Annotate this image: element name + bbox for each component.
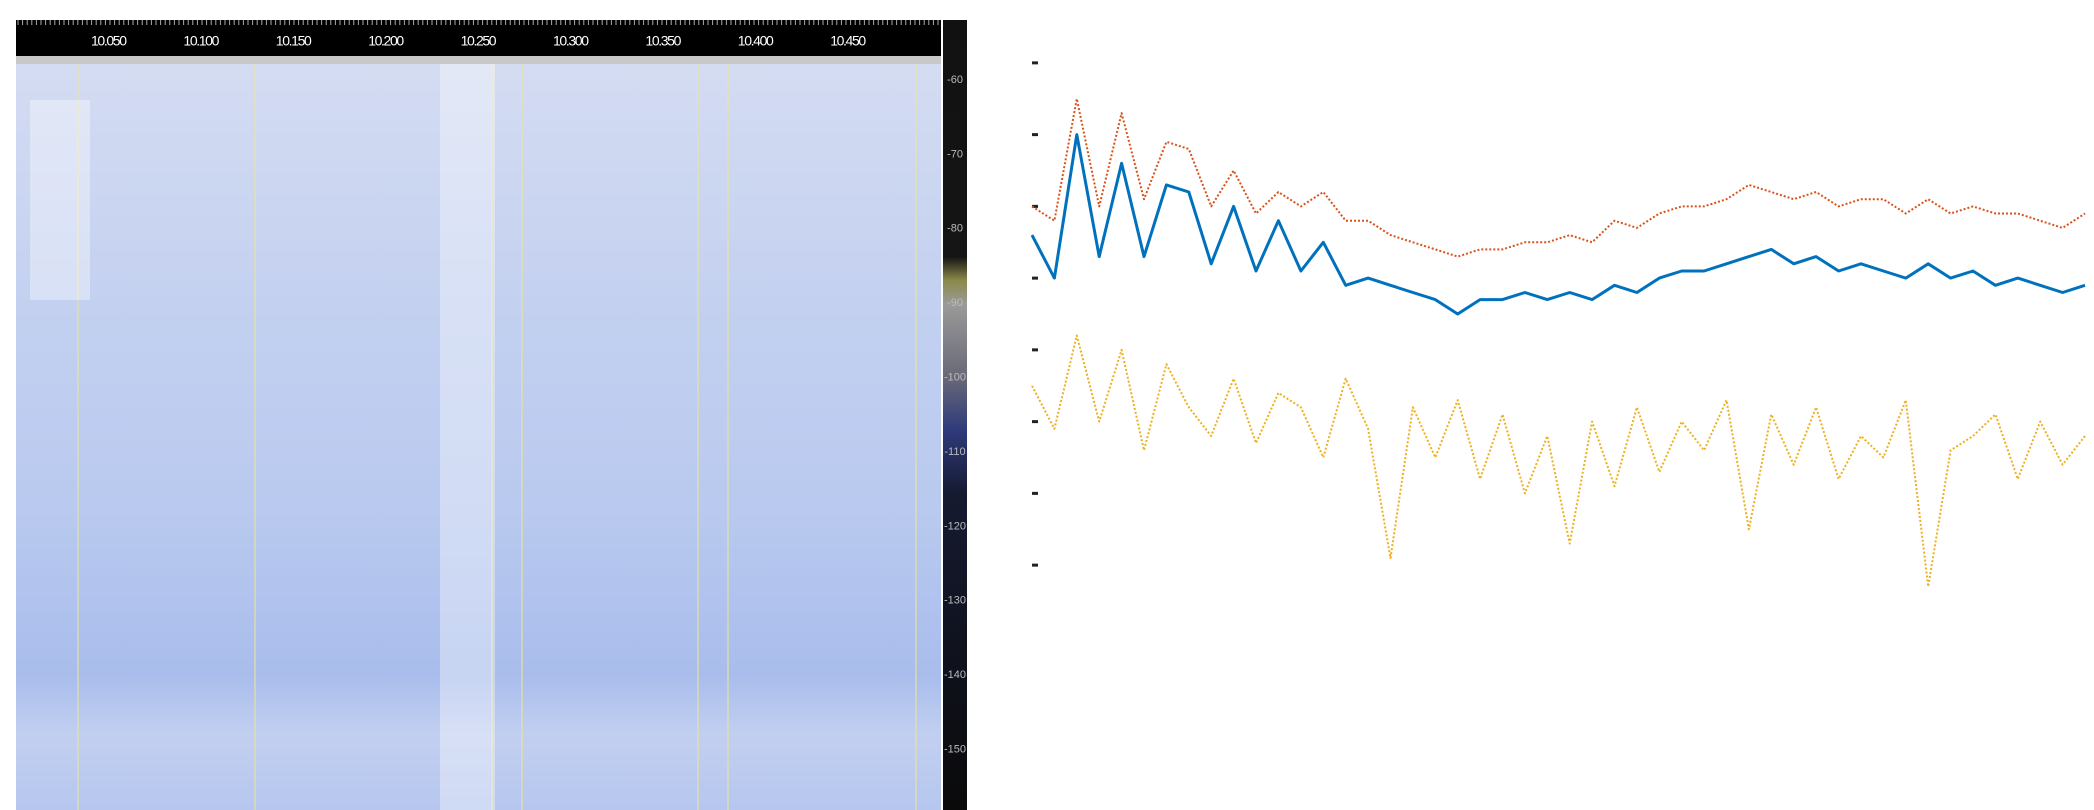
db-label: -130 <box>944 595 966 607</box>
frequency-label: 10.050 <box>91 33 127 49</box>
frequency-label: 10.450 <box>830 33 866 49</box>
scroll-strip <box>16 56 941 64</box>
db-label: -150 <box>944 744 966 756</box>
frequency-bar <box>16 20 941 56</box>
frequency-label: 10.200 <box>368 33 404 49</box>
series-line <box>1031 334 2086 588</box>
frequency-label: 10.350 <box>645 33 681 49</box>
db-label: -110 <box>944 446 965 458</box>
spectrum-chart <box>1030 61 2086 588</box>
color-scale <box>943 20 967 810</box>
bright-bands <box>30 64 495 810</box>
db-label: -60 <box>947 74 963 86</box>
db-label: -80 <box>947 223 963 235</box>
db-label: -100 <box>944 372 966 384</box>
db-label: -140 <box>944 669 966 681</box>
db-label: -70 <box>947 148 963 160</box>
frequency-label: 10.250 <box>461 33 497 49</box>
frequency-label: 10.400 <box>738 33 774 49</box>
db-label: -90 <box>947 297 963 309</box>
signal-traces <box>77 64 917 810</box>
waterfall: 10.050 10.100 10.150 10.200 10.250 10.300 10.3… <box>16 20 967 810</box>
series-line <box>1031 97 2086 258</box>
series-line <box>1030 133 2086 316</box>
db-label: -120 <box>944 520 966 532</box>
frequency-label: 10.100 <box>183 33 219 49</box>
frequency-label: 10.300 <box>553 33 589 49</box>
frequency-label: 10.150 <box>276 33 312 49</box>
waterfall-image <box>16 64 941 810</box>
